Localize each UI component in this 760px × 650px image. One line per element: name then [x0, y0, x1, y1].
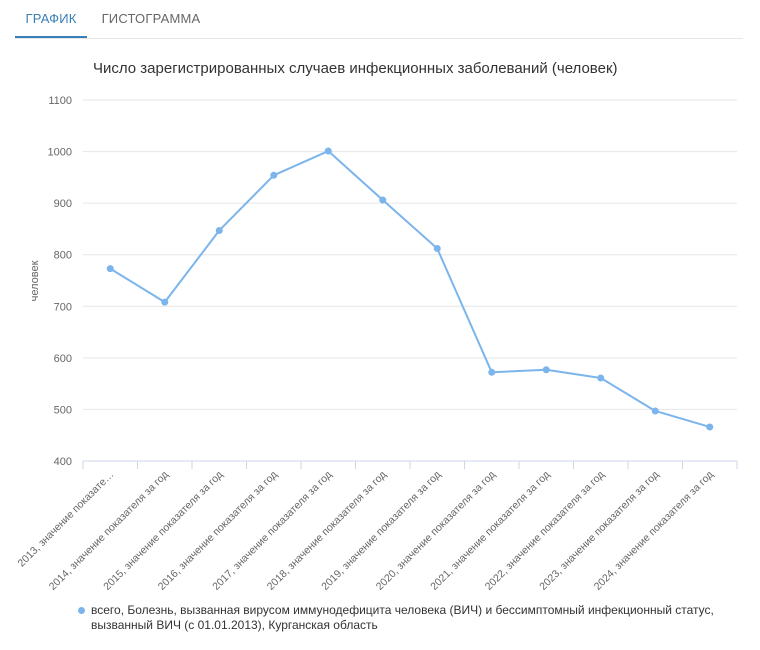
x-tick-label: 2017, значение показателя за год [210, 469, 334, 593]
legend[interactable]: всего, Болезнь, вызванная вирусом иммуно… [78, 603, 718, 633]
x-tick-label: 2015, значение показателя за год [101, 469, 225, 593]
x-tick-label: 2014, значение показателя за год [47, 469, 171, 593]
data-point [106, 265, 114, 273]
tab-chart[interactable]: ГРАФИК [15, 0, 87, 38]
tab-bar: ГРАФИК ГИСТОГРАММА [15, 0, 743, 39]
y-tick-label: 700 [54, 301, 72, 313]
data-point [597, 374, 605, 382]
data-point [215, 226, 223, 234]
x-tick-label: 2013, значение показате… [15, 469, 116, 570]
y-tick-label: 400 [54, 456, 72, 468]
x-tick-label: 2018, значение показателя за год [265, 469, 389, 593]
y-axis-title: человек [29, 260, 41, 301]
y-tick-label: 900 [54, 198, 72, 210]
series-line [109, 150, 711, 428]
data-point [324, 147, 332, 155]
tab-histogram[interactable]: ГИСТОГРАММА [101, 11, 201, 26]
legend-item-label[interactable]: всего, Болезнь, вызванная вирусом иммуно… [91, 603, 714, 632]
x-tick-label: 2020, значение показателя за год [374, 469, 498, 593]
line-chart: 400 500 600 700 800 900 1000 1100 человек 2013, з… [15, 95, 738, 593]
data-point [542, 366, 550, 374]
chart-title: Число зарегистрированных случаев инфекци… [93, 60, 618, 77]
x-tick-label: 2022, значение показателя за год [483, 469, 607, 593]
x-tick-label: 2019, значение показателя за год [319, 469, 443, 593]
data-point [379, 196, 387, 204]
data-point [270, 171, 278, 179]
legend-marker-icon [78, 607, 85, 614]
x-tick-label: 2024, значение показателя за год [592, 469, 716, 593]
data-point [488, 368, 496, 376]
x-tick-label: 2021, значение показателя за год [428, 469, 552, 593]
y-tick-label: 500 [54, 404, 72, 416]
y-tick-label: 800 [54, 250, 72, 262]
data-point [706, 423, 714, 431]
y-tick-label: 1000 [48, 147, 72, 159]
y-tick-label: 1100 [48, 95, 72, 107]
data-point [651, 407, 659, 415]
x-tick-label: 2016, значение показателя за год [156, 469, 280, 593]
y-tick-label: 600 [54, 353, 72, 365]
data-point [161, 298, 169, 306]
x-tick-label: 2023, значение показателя за год [537, 469, 661, 593]
data-point [433, 245, 441, 253]
